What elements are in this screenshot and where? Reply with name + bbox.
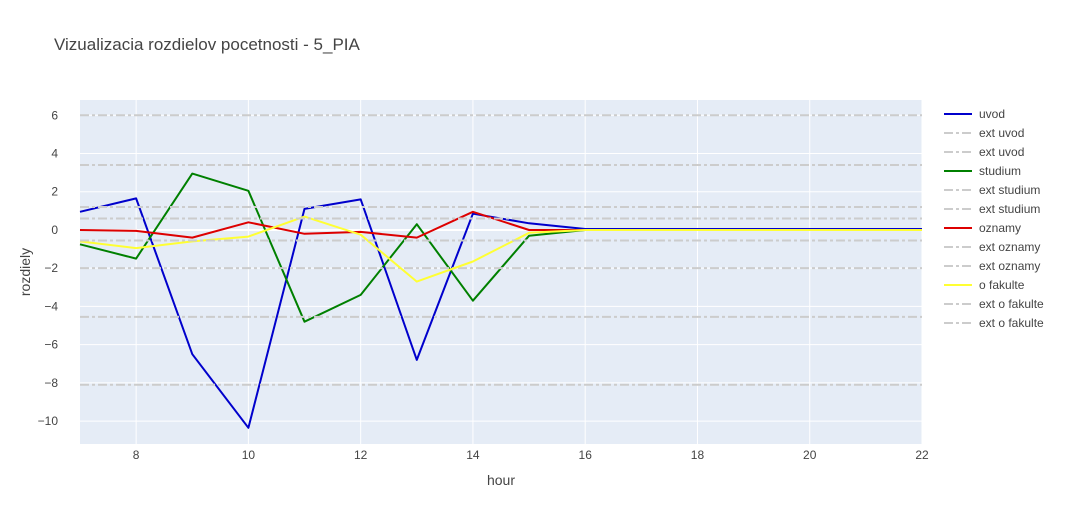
y-tick-label: −4 bbox=[44, 299, 58, 313]
y-tick-label: 4 bbox=[51, 147, 58, 161]
legend-item[interactable]: ext studium bbox=[944, 202, 1040, 216]
legend-label: studium bbox=[979, 164, 1021, 178]
legend-item[interactable]: studium bbox=[944, 164, 1021, 178]
x-tick-label: 22 bbox=[915, 448, 929, 462]
legend-item[interactable]: ext o fakulte bbox=[944, 297, 1044, 311]
legend-label: ext o fakulte bbox=[979, 316, 1044, 330]
chart-title: Vizualizacia rozdielov pocetnosti - 5_PI… bbox=[54, 35, 361, 54]
y-tick-label: −10 bbox=[38, 414, 59, 428]
legend-label: uvod bbox=[979, 107, 1005, 121]
legend-item[interactable]: o fakulte bbox=[944, 278, 1025, 292]
x-tick-label: 14 bbox=[466, 448, 480, 462]
y-tick-label: 0 bbox=[51, 223, 58, 237]
x-tick-label: 10 bbox=[242, 448, 256, 462]
y-tick-label: 2 bbox=[51, 185, 58, 199]
plot-area bbox=[80, 100, 922, 444]
legend-label: oznamy bbox=[979, 221, 1021, 235]
series-layer bbox=[79, 114, 922, 429]
y-tick-label: −2 bbox=[44, 261, 58, 275]
legend-item[interactable]: oznamy bbox=[944, 221, 1021, 235]
legend-item[interactable]: uvod bbox=[944, 107, 1005, 121]
y-tick-label: −8 bbox=[44, 376, 58, 390]
x-tick-label: 20 bbox=[803, 448, 817, 462]
legend-label: ext studium bbox=[979, 202, 1040, 216]
series-line bbox=[79, 215, 922, 283]
y-axis-title: rozdiely bbox=[17, 248, 33, 296]
x-tick-label: 16 bbox=[579, 448, 593, 462]
legend-item[interactable]: ext uvod bbox=[944, 126, 1024, 140]
y-tick-label: 6 bbox=[51, 108, 58, 122]
legend-item[interactable]: ext uvod bbox=[944, 145, 1024, 159]
legend-label: o fakulte bbox=[979, 278, 1025, 292]
x-tick-label: 12 bbox=[354, 448, 368, 462]
legend-item[interactable]: ext studium bbox=[944, 183, 1040, 197]
legend-label: ext uvod bbox=[979, 126, 1024, 140]
legend-label: ext oznamy bbox=[979, 240, 1040, 254]
legend-label: ext o fakulte bbox=[979, 297, 1044, 311]
legend-label: ext uvod bbox=[979, 145, 1024, 159]
legend-item[interactable]: ext o fakulte bbox=[944, 316, 1044, 330]
legend[interactable]: uvod ext uvod ext uvod studium ext studium ex… bbox=[944, 107, 1044, 330]
legend-item[interactable]: ext oznamy bbox=[944, 240, 1040, 254]
x-tick-label: 8 bbox=[133, 448, 140, 462]
legend-label: ext studium bbox=[979, 183, 1040, 197]
x-tick-label: 18 bbox=[691, 448, 705, 462]
x-axis-title: hour bbox=[487, 472, 515, 488]
legend-label: ext oznamy bbox=[979, 259, 1040, 273]
legend-item[interactable]: ext oznamy bbox=[944, 259, 1040, 273]
y-tick-label: −6 bbox=[44, 338, 58, 352]
